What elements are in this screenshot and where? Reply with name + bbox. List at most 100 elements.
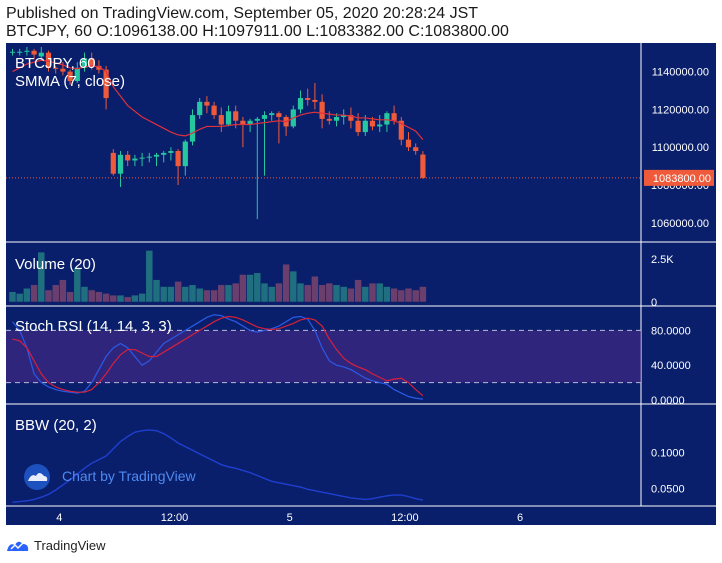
smma-label: SMMA (7, close) bbox=[15, 73, 125, 90]
candle-body bbox=[319, 101, 325, 119]
volume-bar bbox=[174, 281, 182, 303]
candle-body bbox=[182, 141, 188, 167]
time-axis: 4 12:00 5 12:00 6 bbox=[56, 512, 523, 524]
volume-bar bbox=[347, 288, 355, 303]
candle-body bbox=[261, 115, 268, 119]
volume-bar bbox=[138, 293, 146, 303]
candle-body bbox=[67, 71, 73, 82]
candle-body bbox=[139, 157, 145, 159]
volume-bar bbox=[23, 288, 31, 303]
watermark: Chart by TradingView bbox=[24, 464, 196, 490]
volume-bar bbox=[8, 291, 17, 303]
volume-bar bbox=[210, 289, 218, 303]
volume-bar bbox=[51, 284, 60, 303]
candle-body bbox=[161, 152, 167, 155]
volume-bar bbox=[203, 289, 211, 303]
volume-bar bbox=[339, 286, 348, 303]
candle-body bbox=[341, 115, 347, 117]
chart-area[interactable]: 1060000.00 1080000.00 1100000.00 1120000.00… bbox=[6, 43, 716, 525]
tradingview-logo-icon bbox=[7, 541, 29, 551]
candle-body bbox=[218, 115, 224, 125]
volume-bar bbox=[152, 279, 161, 303]
volume-bar bbox=[159, 286, 168, 303]
volume-bar bbox=[397, 289, 406, 303]
volume-bar bbox=[66, 291, 74, 303]
candle-body bbox=[168, 151, 174, 153]
volume-bar bbox=[368, 282, 377, 303]
volume-bar bbox=[167, 286, 175, 303]
volume-bar bbox=[224, 284, 233, 303]
last-price-badge bbox=[644, 169, 714, 186]
price-tick-label: 1060000.00 bbox=[651, 218, 709, 230]
candle-body bbox=[405, 139, 412, 148]
stoch-tick-label: 80.0000 bbox=[651, 325, 691, 337]
volume-bar bbox=[30, 284, 38, 303]
candle-body bbox=[9, 51, 16, 53]
time-tick-label: 5 bbox=[287, 512, 293, 524]
volume-bar bbox=[267, 286, 276, 303]
volume-bar bbox=[123, 296, 132, 303]
volume-bar bbox=[73, 267, 82, 303]
volume-bar bbox=[188, 284, 197, 303]
volume-bar bbox=[195, 288, 204, 303]
footer-brand[interactable]: TradingView bbox=[34, 537, 106, 553]
volume-bar bbox=[116, 294, 125, 303]
published-header: Published on TradingView.com, September … bbox=[6, 5, 479, 22]
price-tick-label: 1120000.00 bbox=[652, 104, 709, 116]
candle-body bbox=[175, 151, 181, 167]
bbw-line bbox=[12, 429, 424, 503]
smma-line bbox=[12, 59, 424, 141]
volume-bar bbox=[419, 286, 427, 303]
candle-body bbox=[117, 154, 124, 174]
candle-body bbox=[333, 116, 340, 121]
volume-bar bbox=[404, 288, 413, 303]
footer: TradingView bbox=[6, 534, 106, 556]
candle-body bbox=[103, 69, 109, 99]
tradingview-cloud-icon bbox=[24, 464, 50, 490]
candle-body bbox=[377, 124, 383, 127]
candle-body bbox=[384, 113, 390, 125]
volume-bar bbox=[181, 286, 190, 303]
volume-bar bbox=[383, 286, 391, 303]
volume-bar bbox=[217, 284, 226, 303]
volume-bar bbox=[15, 293, 24, 303]
chart-svg[interactable]: 1060000.001080000.001100000.001120000.00… bbox=[6, 43, 716, 525]
volume-bar bbox=[80, 286, 89, 303]
volume-bar bbox=[303, 284, 312, 303]
volume-bar bbox=[131, 294, 139, 303]
candle-body bbox=[312, 99, 318, 102]
volume-bar bbox=[282, 263, 290, 303]
candle-body bbox=[254, 118, 260, 121]
volume-bar bbox=[375, 282, 384, 303]
volume-bar bbox=[246, 274, 254, 303]
volume-bar bbox=[361, 286, 370, 303]
bbw-tick-label: 0.0500 bbox=[651, 484, 685, 496]
volume-bar bbox=[109, 294, 118, 303]
candle-body bbox=[305, 98, 311, 100]
candle-body bbox=[240, 120, 246, 125]
candle-body bbox=[326, 118, 332, 121]
candle-body bbox=[197, 101, 203, 116]
candle-body bbox=[247, 120, 253, 125]
candle-body bbox=[211, 105, 217, 116]
volume-bar bbox=[289, 270, 298, 303]
candle-body bbox=[38, 52, 44, 57]
candle-body bbox=[391, 113, 397, 121]
candle-body bbox=[355, 120, 361, 133]
price-tick-label: 1100000.00 bbox=[652, 142, 709, 154]
candle-body bbox=[233, 111, 239, 121]
candle-body bbox=[24, 50, 30, 52]
volume-tick-label: 2.5K bbox=[651, 254, 674, 266]
last-price-label: 1083800.00 bbox=[653, 173, 711, 185]
candle-body bbox=[297, 98, 304, 110]
bbw-pane: 0.0500 0.1000 bbox=[12, 429, 685, 503]
candle-body bbox=[45, 52, 52, 68]
candle-body bbox=[413, 147, 419, 152]
symbol-label: BTCJPY, 60 bbox=[15, 55, 96, 72]
candle-body bbox=[420, 154, 426, 178]
price-tick-label: 1140000.00 bbox=[652, 67, 709, 79]
candle-body bbox=[276, 113, 282, 117]
volume-bar bbox=[296, 282, 305, 303]
stoch-band bbox=[6, 330, 641, 383]
candle-body bbox=[153, 154, 160, 157]
